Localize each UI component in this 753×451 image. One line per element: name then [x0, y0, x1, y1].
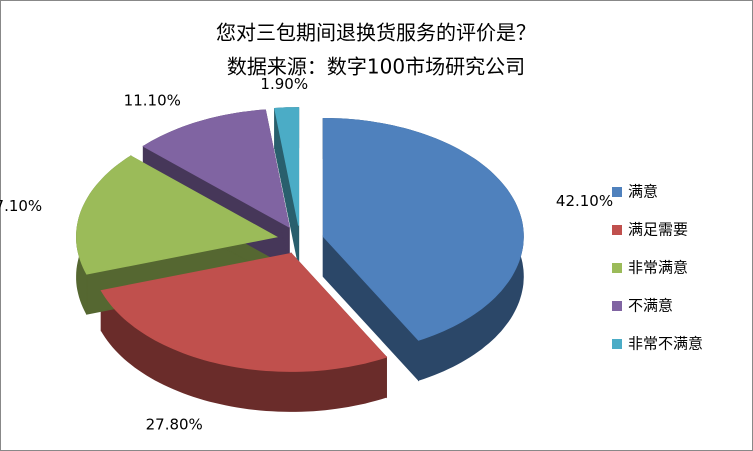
- data-label: 11.10%: [124, 91, 181, 109]
- legend-swatch: [612, 339, 622, 349]
- legend-label: 满意: [628, 183, 658, 201]
- legend-swatch: [612, 263, 622, 273]
- data-label: 42.10%: [556, 192, 613, 210]
- pie-tops: [76, 107, 524, 372]
- legend-swatch: [612, 301, 622, 311]
- slice: [274, 107, 300, 226]
- slice: [100, 252, 388, 372]
- slice: [322, 118, 524, 341]
- legend-label: 满足需要: [628, 221, 688, 239]
- slice: [142, 109, 290, 229]
- chart-subtitle: 数据来源：数字100市场研究公司: [227, 55, 525, 79]
- legend-label: 非常不满意: [628, 335, 703, 353]
- data-label: 27.80%: [146, 416, 203, 434]
- legend-label: 不满意: [628, 297, 673, 315]
- legend-swatch: [612, 225, 622, 235]
- slice: [76, 155, 279, 275]
- data-label: 1.90%: [260, 75, 308, 93]
- data-labels: 42.10% 27.80% 17.10% 11.10% 1.90%: [0, 75, 613, 434]
- data-label: 17.10%: [0, 197, 42, 215]
- legend-label: 非常满意: [628, 259, 688, 277]
- legend-swatch: [612, 187, 622, 197]
- chart-title: 您对三包期间退换货服务的评价是？: [216, 21, 536, 45]
